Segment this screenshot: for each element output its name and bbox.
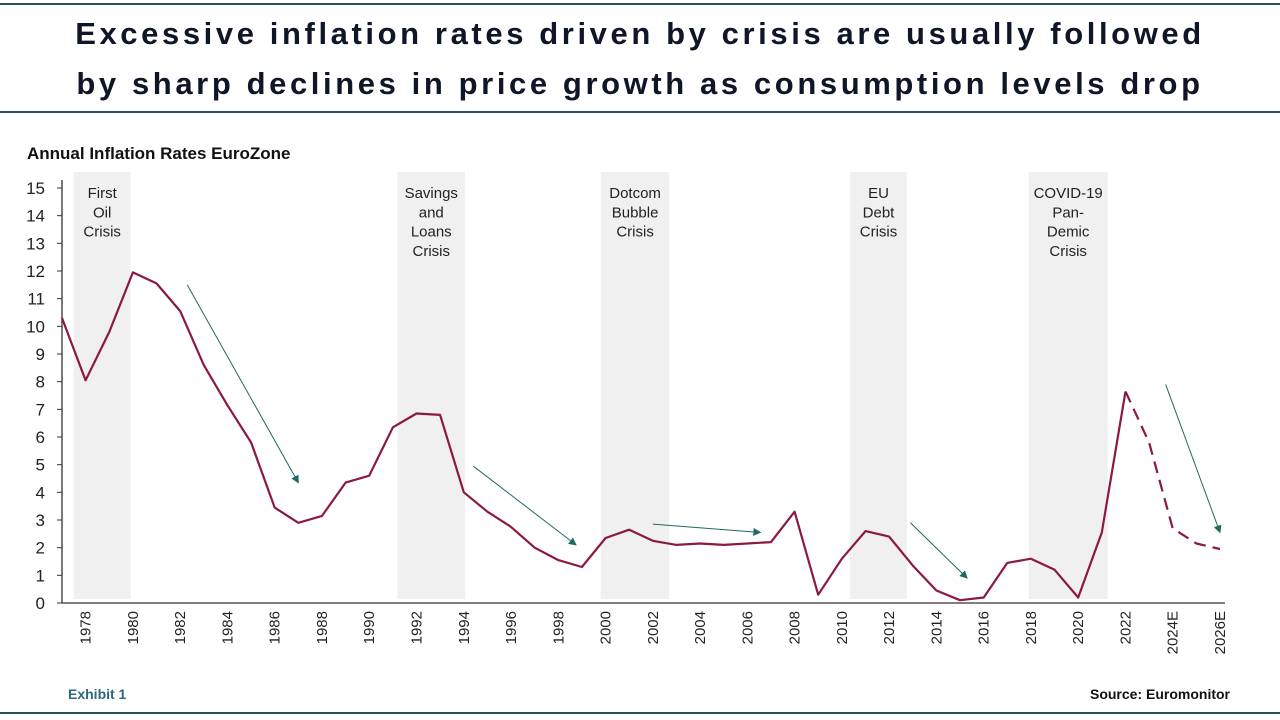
x-tick-label: 2008 xyxy=(787,611,804,644)
crisis-band xyxy=(600,172,670,599)
forecast-line xyxy=(1124,390,1221,551)
bottom-rule xyxy=(0,712,1280,714)
y-tick-label: 5 xyxy=(36,456,45,475)
y-tick-label: 4 xyxy=(36,483,45,502)
x-tick-label: 2002 xyxy=(645,611,662,644)
x-tick-label: 1996 xyxy=(503,611,520,644)
x-tick-label: 1998 xyxy=(550,611,567,644)
x-tick-label: 2024E xyxy=(1165,611,1182,654)
x-tick-label: 1980 xyxy=(125,611,142,644)
x-tick-label: 2016 xyxy=(976,611,993,644)
crisis-label: Bubble xyxy=(612,204,659,221)
crisis-label: Oil xyxy=(93,204,111,221)
crisis-label: Crisis xyxy=(1049,243,1087,260)
x-tick-label: 1990 xyxy=(361,611,378,644)
y-tick-label: 1 xyxy=(36,566,45,585)
y-tick-label: 14 xyxy=(26,207,45,226)
crisis-band xyxy=(850,172,907,599)
crisis-label: Loans xyxy=(411,224,452,241)
chart-title: Annual Inflation Rates EuroZone xyxy=(27,144,291,163)
source-label: Source: Euromonitor xyxy=(1089,686,1230,702)
x-tick-label: 1982 xyxy=(172,611,189,644)
y-tick-label: 10 xyxy=(26,317,45,336)
x-tick-label: 1992 xyxy=(408,611,425,644)
x-tick-label: 1984 xyxy=(219,611,236,644)
trend-arrow xyxy=(652,523,762,536)
crisis-label: Crisis xyxy=(413,243,451,260)
trend-arrow xyxy=(186,284,299,484)
crisis-label: Crisis xyxy=(860,224,898,241)
crisis-band xyxy=(1028,172,1108,599)
x-tick-label: 1994 xyxy=(456,611,473,644)
page-title-line2: by sharp declines in price growth as con… xyxy=(76,66,1204,101)
x-tick-label: 2004 xyxy=(692,611,709,644)
page-title-line1: Excessive inflation rates driven by cris… xyxy=(75,16,1205,51)
trend-arrow xyxy=(1165,384,1222,534)
x-tick-label: 2014 xyxy=(928,611,945,644)
x-tick-label: 1978 xyxy=(78,611,95,644)
crisis-label: Savings xyxy=(405,185,458,202)
x-tick-label: 2006 xyxy=(739,611,756,644)
top-rule xyxy=(0,3,1280,5)
crisis-label: Debt xyxy=(863,204,896,221)
y-tick-label: 15 xyxy=(26,179,45,198)
x-tick-label: 2010 xyxy=(834,611,851,644)
y-tick-label: 7 xyxy=(36,400,45,419)
y-tick-label: 13 xyxy=(26,234,45,253)
y-tick-label: 9 xyxy=(36,345,45,364)
crisis-label: Demic xyxy=(1047,224,1090,241)
x-tick-label: 2000 xyxy=(598,611,615,644)
x-tick-label: 2020 xyxy=(1070,611,1087,644)
x-tick-label: 2026E xyxy=(1212,611,1229,654)
x-tick-label: 1988 xyxy=(314,611,331,644)
crisis-label: Crisis xyxy=(616,224,654,241)
x-tick-label: 2018 xyxy=(1023,611,1040,644)
trend-arrow xyxy=(472,465,577,546)
y-tick-label: 3 xyxy=(36,511,45,530)
x-tick-label: 2022 xyxy=(1117,611,1134,644)
y-tick-label: 12 xyxy=(26,262,45,281)
y-tick-label: 11 xyxy=(27,290,45,309)
crisis-label: EU xyxy=(868,185,889,202)
crisis-label: and xyxy=(419,204,444,221)
y-tick-label: 2 xyxy=(36,539,45,558)
exhibit-label: Exhibit 1 xyxy=(68,686,127,702)
y-tick-label: 8 xyxy=(36,373,45,392)
inflation-line xyxy=(60,271,1127,602)
y-tick-label: 0 xyxy=(36,594,45,613)
crisis-label: Pan- xyxy=(1052,204,1084,221)
x-tick-label: 2012 xyxy=(881,611,898,644)
trend-arrow xyxy=(910,522,968,579)
y-tick-label: 6 xyxy=(36,428,45,447)
crisis-band xyxy=(397,172,465,599)
crisis-band xyxy=(73,172,131,599)
crisis-label: Dotcom xyxy=(609,185,661,202)
x-tick-label: 1986 xyxy=(267,611,284,644)
crisis-label: COVID-19 xyxy=(1034,185,1103,202)
crisis-label: First xyxy=(88,185,118,202)
crisis-label: Crisis xyxy=(83,224,121,241)
title-bottom-rule xyxy=(0,111,1280,113)
